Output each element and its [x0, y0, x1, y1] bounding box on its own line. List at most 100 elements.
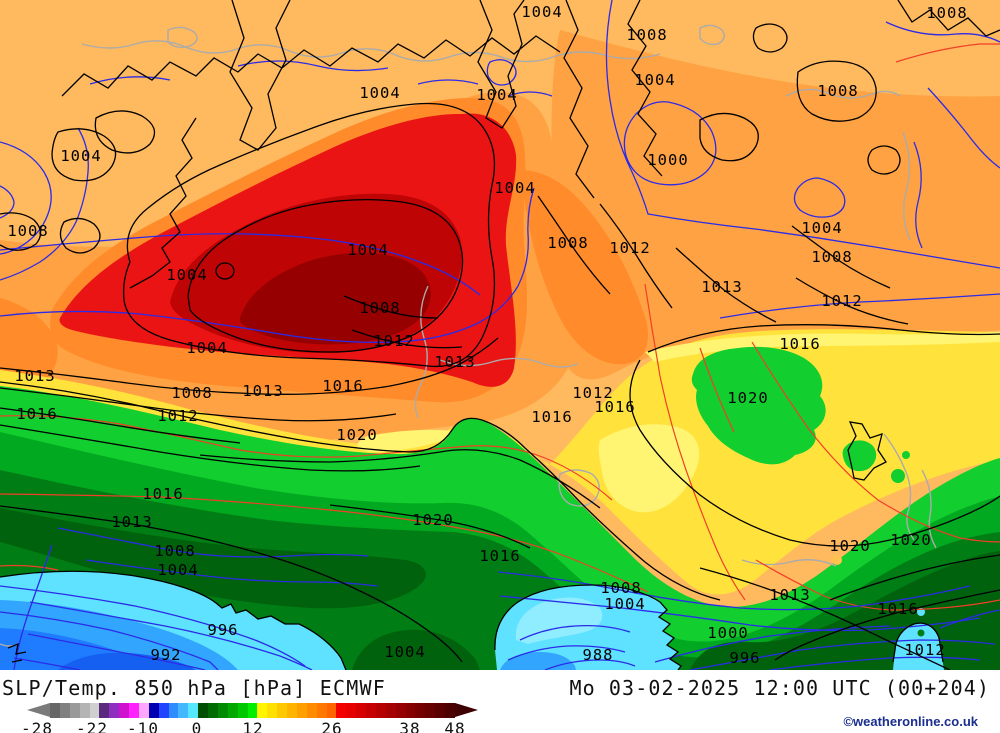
- pressure-label: 1012: [157, 407, 198, 425]
- pressure-label: 996: [730, 649, 761, 667]
- pressure-label: 1016: [16, 405, 57, 423]
- pressure-label: 996: [208, 621, 239, 639]
- colorbar-cell: [287, 703, 297, 718]
- pressure-label: 1013: [242, 382, 283, 400]
- colorbar-tick: 0: [191, 719, 203, 733]
- pressure-label: 1012: [904, 641, 945, 659]
- colorbar-cell: [267, 703, 278, 718]
- pressure-label: 1008: [626, 26, 667, 44]
- pressure-label: 1004: [634, 71, 675, 89]
- pressure-label: 1020: [412, 511, 453, 529]
- colorbar-cell: [69, 703, 80, 718]
- colorbar-cell: [89, 703, 100, 718]
- colorbar-tick: 48: [444, 719, 466, 733]
- pressure-label: 1013: [434, 353, 475, 371]
- pressure-label: 1012: [609, 239, 650, 257]
- pressure-label: 1008: [600, 579, 641, 597]
- colorbar-cell: [99, 703, 110, 718]
- colorbar-cell: [356, 703, 366, 718]
- map-canvas: 1004 100410041008100410041008101210041008…: [0, 0, 1000, 670]
- pressure-label: 1016: [877, 600, 918, 618]
- colorbar-cell: [375, 703, 386, 718]
- map-datetime: Mo 03-02-2025 12:00 UTC (00+204): [569, 676, 990, 700]
- colorbar-cell: [109, 703, 120, 718]
- pressure-label: 1004: [494, 179, 535, 197]
- colorbar-cell: [435, 703, 445, 718]
- pressure-label: 1020: [336, 426, 377, 444]
- colorbar-right-arrow: [455, 703, 478, 717]
- copyright-link[interactable]: ©weatheronline.co.uk: [843, 714, 978, 729]
- colorbar-cell: [138, 703, 149, 718]
- pressure-label: 1008: [7, 222, 48, 240]
- pressure-label: 1008: [171, 384, 212, 402]
- pressure-label: 1004: [384, 643, 425, 661]
- black-isobars: [0, 0, 1000, 670]
- pressure-label: 1016: [479, 547, 520, 565]
- colorbar-tick: -10: [127, 719, 159, 733]
- pressure-label: 1020: [890, 531, 931, 549]
- colorbar-tick: -22: [76, 719, 108, 733]
- pressure-label: 1012: [821, 292, 862, 310]
- pressure-label: 1008: [547, 234, 588, 252]
- colorbar-cell: [208, 703, 218, 718]
- colorbar-cell: [158, 703, 169, 718]
- pressure-label: 1008: [817, 82, 858, 100]
- pressure-label: 1004: [157, 561, 198, 579]
- colorbar-cell: [188, 703, 199, 718]
- map-title: SLP/Temp. 850 hPa [hPa] ECMWF: [2, 676, 386, 700]
- pressure-labels: 1004 100410041008100410041008101210041008…: [7, 3, 966, 667]
- colorbar-cell: [198, 703, 208, 718]
- pressure-label: 1000: [647, 151, 688, 169]
- colorbar-cell: [59, 703, 70, 718]
- colorbar-cell: [119, 703, 129, 718]
- pressure-label: 1004: [604, 595, 645, 613]
- colorbar-cell: [277, 703, 287, 718]
- colorbar-cell: [257, 703, 268, 718]
- pressure-label: 1004: [359, 84, 400, 102]
- colorbar-cell: [366, 703, 376, 718]
- colorbar-cell: [395, 703, 406, 718]
- pressure-label: 1016: [531, 408, 572, 426]
- coastlines: [0, 24, 937, 647]
- pressure-label: 1016: [322, 377, 363, 395]
- pressure-label: 1004: [521, 3, 562, 21]
- red-contours: [0, 43, 1000, 611]
- colorbar-cell: [385, 703, 396, 718]
- colorbar-cell: [148, 703, 159, 718]
- colorbar-cell: [346, 703, 357, 718]
- colorbar-cell: [405, 703, 416, 718]
- colorbar-tick: -28: [21, 719, 53, 733]
- pressure-label: 1016: [594, 398, 635, 416]
- blue-contours: [0, 0, 1000, 670]
- pressure-label: 1000: [707, 624, 748, 642]
- pressure-label: 1012: [572, 384, 613, 402]
- colorbar-cell: [247, 703, 258, 718]
- colorbar-cell: [445, 703, 455, 718]
- temperature-colorbar: [50, 703, 455, 718]
- temperature-fills: [0, 0, 1000, 670]
- colorbar-cell: [237, 703, 248, 718]
- colorbar-cell: [326, 703, 337, 718]
- colorbar-tick: 26: [321, 719, 343, 733]
- colorbar-cell: [415, 703, 426, 718]
- colorbar-cell: [336, 703, 347, 718]
- pressure-label: 1012: [373, 332, 414, 350]
- weather-map: 1004 1004 1004 1008 1004 1004 1008 1012 1004 1008…: [0, 0, 1000, 670]
- pressure-label: 1013: [14, 367, 55, 385]
- colorbar-cell: [217, 703, 228, 718]
- colorbar-cell: [178, 703, 189, 718]
- colorbar-left-arrow: [27, 703, 50, 717]
- pressure-label: 1004: [166, 266, 207, 284]
- pressure-label: 1016: [142, 485, 183, 503]
- colorbar-cell: [425, 703, 436, 718]
- pressure-label: 1016: [779, 335, 820, 353]
- colorbar-cell: [168, 703, 179, 718]
- colorbar-cell: [50, 703, 60, 718]
- pressure-label: 1008: [811, 248, 852, 266]
- pressure-label: 1020: [727, 389, 768, 407]
- pressure-label: 1013: [769, 586, 810, 604]
- pressure-label: 992: [151, 646, 182, 664]
- colorbar-cell: [227, 703, 238, 718]
- colorbar-cell: [316, 703, 327, 718]
